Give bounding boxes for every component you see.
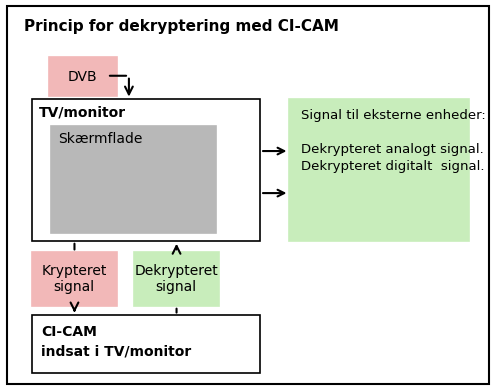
Bar: [49, 57, 117, 96]
Bar: [134, 252, 219, 306]
Text: CI-CAM
indsat i TV/monitor: CI-CAM indsat i TV/monitor: [42, 325, 191, 358]
Bar: [32, 99, 260, 241]
Bar: [51, 126, 216, 233]
Text: Princip for dekryptering med CI-CAM: Princip for dekryptering med CI-CAM: [24, 19, 339, 34]
Text: Skærmflade: Skærmflade: [59, 132, 143, 146]
Text: DVB: DVB: [68, 69, 98, 83]
Bar: [32, 252, 117, 306]
Text: Krypteret
signal: Krypteret signal: [42, 264, 107, 294]
Text: Signal til eksterne enheder:

Dekrypteret analogt signal.
Dekrypteret digitalt  : Signal til eksterne enheder: Dekrypteret…: [302, 109, 486, 173]
Bar: [289, 99, 469, 241]
Bar: [32, 316, 260, 373]
Text: Dekrypteret
signal: Dekrypteret signal: [134, 264, 218, 294]
Text: TV/monitor: TV/monitor: [39, 105, 126, 119]
